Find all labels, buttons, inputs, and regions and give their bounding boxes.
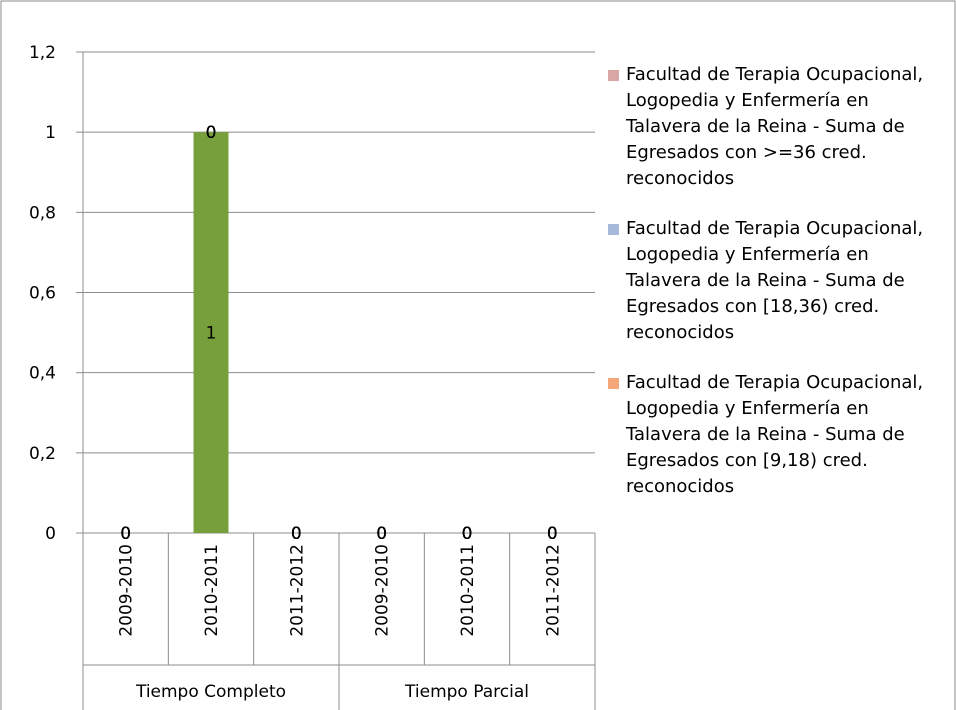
data-label: 0 (206, 123, 217, 143)
y-tick-label: 1,2 (29, 43, 56, 63)
y-tick-label: 0 (45, 524, 56, 544)
legend-label: Facultad de Terapia Ocupacional, Logoped… (626, 372, 924, 497)
data-label: 0 (291, 524, 302, 544)
y-tick-label: 0,4 (29, 364, 56, 384)
x-tick-label: 2011-2012 (287, 544, 307, 637)
group-label: Tiempo Parcial (404, 682, 529, 702)
data-label: 0 (376, 524, 387, 544)
data-label: 0 (206, 123, 217, 143)
legend-entry: Facultad de Terapia Ocupacional, Logoped… (606, 216, 926, 346)
x-tick-label: 2009-2010 (373, 544, 393, 637)
x-tick-label: 2010-2011 (202, 544, 222, 637)
legend-swatch (608, 224, 619, 235)
legend-swatch (608, 378, 619, 389)
data-label: 0 (462, 524, 473, 544)
legend-entry: Facultad de Terapia Ocupacional, Logoped… (606, 370, 926, 500)
data-label: 0 (291, 524, 302, 544)
data-label: 0 (547, 524, 558, 544)
legend-label: Facultad de Terapia Ocupacional, Logoped… (626, 218, 924, 343)
data-label: 0 (291, 524, 302, 544)
data-label: 0 (206, 123, 217, 143)
x-tick-label: 2011-2012 (543, 544, 563, 637)
x-tick-label: 2010-2011 (458, 544, 478, 637)
data-label: 1 (206, 324, 217, 344)
legend-label: Facultad de Terapia Ocupacional, Logoped… (626, 64, 924, 189)
data-label: 0 (120, 524, 131, 544)
bar (193, 132, 229, 533)
data-label: 0 (547, 524, 558, 544)
y-tick-label: 0,6 (29, 284, 56, 304)
legend-entry: Facultad de Terapia Ocupacional, Logoped… (606, 62, 926, 192)
data-label: 0 (120, 524, 131, 544)
data-label: 0 (547, 524, 558, 544)
data-label: 0 (462, 524, 473, 544)
data-label: 0 (291, 524, 302, 544)
data-label: 0 (462, 524, 473, 544)
data-label: 0 (462, 524, 473, 544)
x-tick-label: 2009-2010 (117, 544, 137, 637)
data-label: 0 (376, 524, 387, 544)
legend: Facultad de Terapia Ocupacional, Logoped… (606, 62, 946, 524)
data-label: 0 (547, 524, 558, 544)
legend-swatch (608, 70, 619, 81)
data-label: 0 (376, 524, 387, 544)
data-label: 0 (120, 524, 131, 544)
data-label: 0 (376, 524, 387, 544)
y-tick-label: 1 (45, 123, 56, 143)
data-label: 0 (120, 524, 131, 544)
y-tick-label: 0,8 (29, 203, 56, 223)
y-tick-label: 0,2 (29, 444, 56, 464)
group-label: Tiempo Completo (135, 682, 286, 702)
